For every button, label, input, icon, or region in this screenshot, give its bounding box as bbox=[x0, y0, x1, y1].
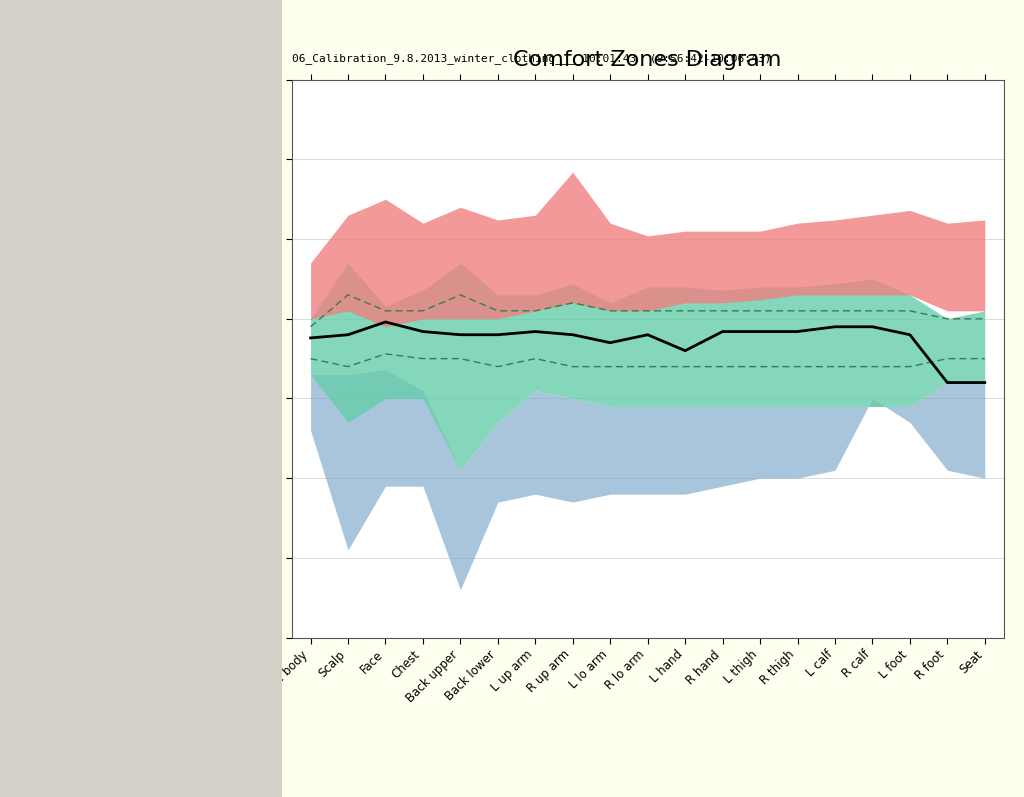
Text: 06_Calibration_9.8.2013_winter_clothing____10:01:43  (9:56:42-10:06:43): 06_Calibration_9.8.2013_winter_clothing_… bbox=[292, 53, 771, 64]
Y-axis label: Equivalent Temperature [°C]: Equivalent Temperature [°C] bbox=[246, 260, 260, 457]
Title: Comfort Zones Diagram: Comfort Zones Diagram bbox=[513, 49, 782, 70]
